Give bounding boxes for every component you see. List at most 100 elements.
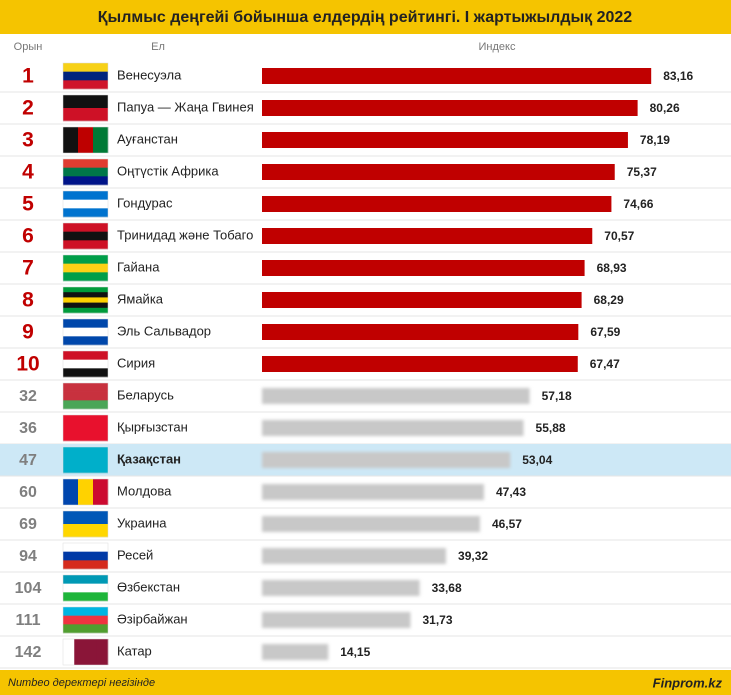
rank: 5 xyxy=(22,193,34,216)
value-label: 39,32 xyxy=(458,549,488,563)
value-label: 53,04 xyxy=(522,453,552,467)
flag-border xyxy=(62,62,109,90)
flag-stripe xyxy=(96,639,109,665)
bar xyxy=(262,644,329,660)
rank: 142 xyxy=(15,644,42,661)
flag-border xyxy=(62,574,109,602)
bar xyxy=(262,324,579,340)
value-label: 68,29 xyxy=(594,293,624,307)
category-label: Папуа — Жаңа Гвинея xyxy=(117,99,254,114)
rank: 7 xyxy=(22,257,34,280)
category-label: Әзірбайжан xyxy=(117,611,188,626)
flag-stripe xyxy=(63,71,108,81)
flag-stripe xyxy=(63,263,108,273)
footer-bar xyxy=(0,670,731,695)
value-label: 46,57 xyxy=(492,517,522,531)
rank: 94 xyxy=(19,548,37,565)
category-label: Гондурас xyxy=(117,195,173,210)
value-label: 78,19 xyxy=(640,133,670,147)
bar xyxy=(262,548,447,564)
flag-stripe xyxy=(63,400,108,410)
rank: 32 xyxy=(19,388,37,405)
rank: 47 xyxy=(19,452,37,469)
flag-stripe xyxy=(63,255,108,264)
rank: 1 xyxy=(22,65,34,88)
value-label: 57,18 xyxy=(542,389,572,403)
rank: 69 xyxy=(19,516,37,533)
flag-stripe xyxy=(63,368,108,378)
rank: 6 xyxy=(22,225,34,248)
bar xyxy=(262,452,511,468)
category-header: Ел xyxy=(151,41,165,53)
value-label: 47,43 xyxy=(496,485,526,499)
flag-stripe xyxy=(63,615,108,625)
bar xyxy=(262,612,411,628)
category-label: Венесуэла xyxy=(117,67,182,82)
flag-stripe xyxy=(63,319,108,328)
flag-stripe xyxy=(63,307,108,314)
flag-border xyxy=(62,254,109,282)
bar xyxy=(262,356,578,372)
flag-border xyxy=(62,606,109,634)
flag-border xyxy=(62,350,109,378)
flag-stripe xyxy=(63,272,108,282)
rank: 60 xyxy=(19,484,37,501)
rank-header: Орын xyxy=(14,41,43,53)
flag-border xyxy=(62,478,109,506)
flag-stripe xyxy=(63,159,108,168)
flag-stripe xyxy=(63,479,79,505)
flag-stripe xyxy=(63,639,75,665)
flag-stripe xyxy=(63,302,108,309)
flag-border xyxy=(62,414,109,442)
category-label: Ресей xyxy=(117,547,153,562)
flag-stripe xyxy=(63,524,108,538)
flag-stripe xyxy=(63,292,108,298)
value-label: 74,66 xyxy=(623,197,653,211)
flag-stripe xyxy=(63,167,108,177)
flag-stripe xyxy=(63,297,108,303)
flag-border xyxy=(62,318,109,346)
title-bar xyxy=(0,0,731,34)
flag-stripe xyxy=(63,231,108,241)
rank: 104 xyxy=(15,580,42,597)
flag-border xyxy=(62,382,109,410)
flag-stripe xyxy=(63,624,108,634)
category-label: Молдова xyxy=(117,483,172,498)
value-label: 31,73 xyxy=(422,613,452,627)
flag-border xyxy=(62,222,109,250)
flag-border xyxy=(62,158,109,186)
category-label: Беларусь xyxy=(117,387,174,402)
flag-stripe xyxy=(63,583,108,593)
rank: 36 xyxy=(19,420,37,437)
flag-stripe xyxy=(63,551,108,561)
value-label: 33,68 xyxy=(432,581,462,595)
flag-stripe xyxy=(63,287,108,293)
rank: 8 xyxy=(22,289,34,312)
flag-stripe xyxy=(63,127,79,153)
flag-stripe xyxy=(63,383,108,392)
category-label: Ауғанстан xyxy=(117,131,178,146)
category-label: Оңтүстік Африка xyxy=(117,163,219,178)
value-label: 83,16 xyxy=(663,69,693,83)
category-label: Тринидад және Тобаго xyxy=(117,227,253,242)
flag-stripe xyxy=(63,176,108,186)
flag-border xyxy=(62,510,109,538)
bar xyxy=(262,484,484,500)
flag-stripe xyxy=(93,479,109,505)
flag-stripe xyxy=(63,80,108,90)
bar xyxy=(262,196,612,212)
category-label: Ямайка xyxy=(117,291,164,306)
flag-border xyxy=(62,542,109,570)
value-label: 67,59 xyxy=(590,325,620,339)
rank: 111 xyxy=(16,612,41,629)
flag-stripe xyxy=(63,607,108,616)
value-label: 68,93 xyxy=(597,261,627,275)
bar xyxy=(262,228,593,244)
flag-stripe xyxy=(63,359,108,369)
flag-stripe xyxy=(93,127,109,153)
bar xyxy=(262,100,638,116)
value-label: 67,47 xyxy=(590,357,620,371)
category-label: Сирия xyxy=(117,355,155,370)
value-label: 14,15 xyxy=(340,645,370,659)
